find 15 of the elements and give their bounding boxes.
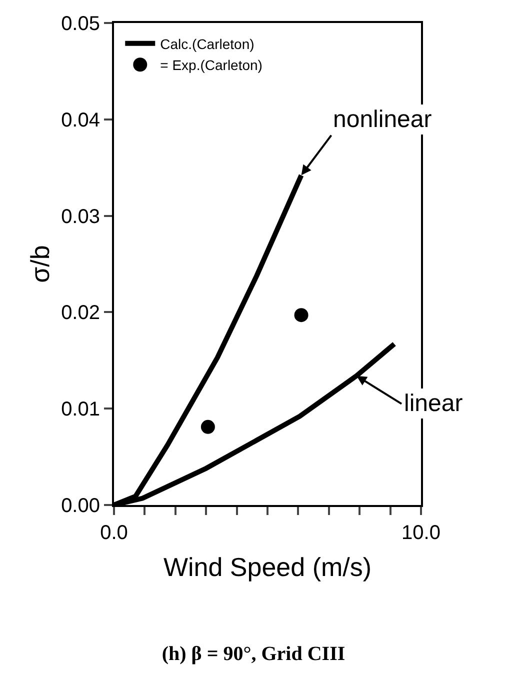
y-axis-title: σ/b (24, 245, 55, 283)
y-tick-label: 0.02 (61, 302, 100, 324)
x-tick-label: 0.0 (100, 522, 128, 544)
y-tick-label: 0.00 (61, 495, 100, 517)
y-tick-label: 0.04 (61, 109, 100, 132)
legend-label: = Exp.(Carleton) (160, 57, 262, 74)
x-axis-title: Wind Speed (m/s) (163, 552, 372, 582)
annotation: linear (404, 390, 463, 417)
x-tick-label: 10.0 (402, 522, 440, 544)
y-tick-label: 0.05 (61, 13, 100, 35)
y-tick-label: 0.01 (61, 398, 100, 421)
text: (h) β = 90°, Grid CIII (162, 643, 346, 666)
annotation: nonlinear (333, 106, 432, 133)
y-tick-label: 0.03 (61, 206, 100, 228)
legend-label: Calc.(Carleton) (160, 36, 254, 52)
